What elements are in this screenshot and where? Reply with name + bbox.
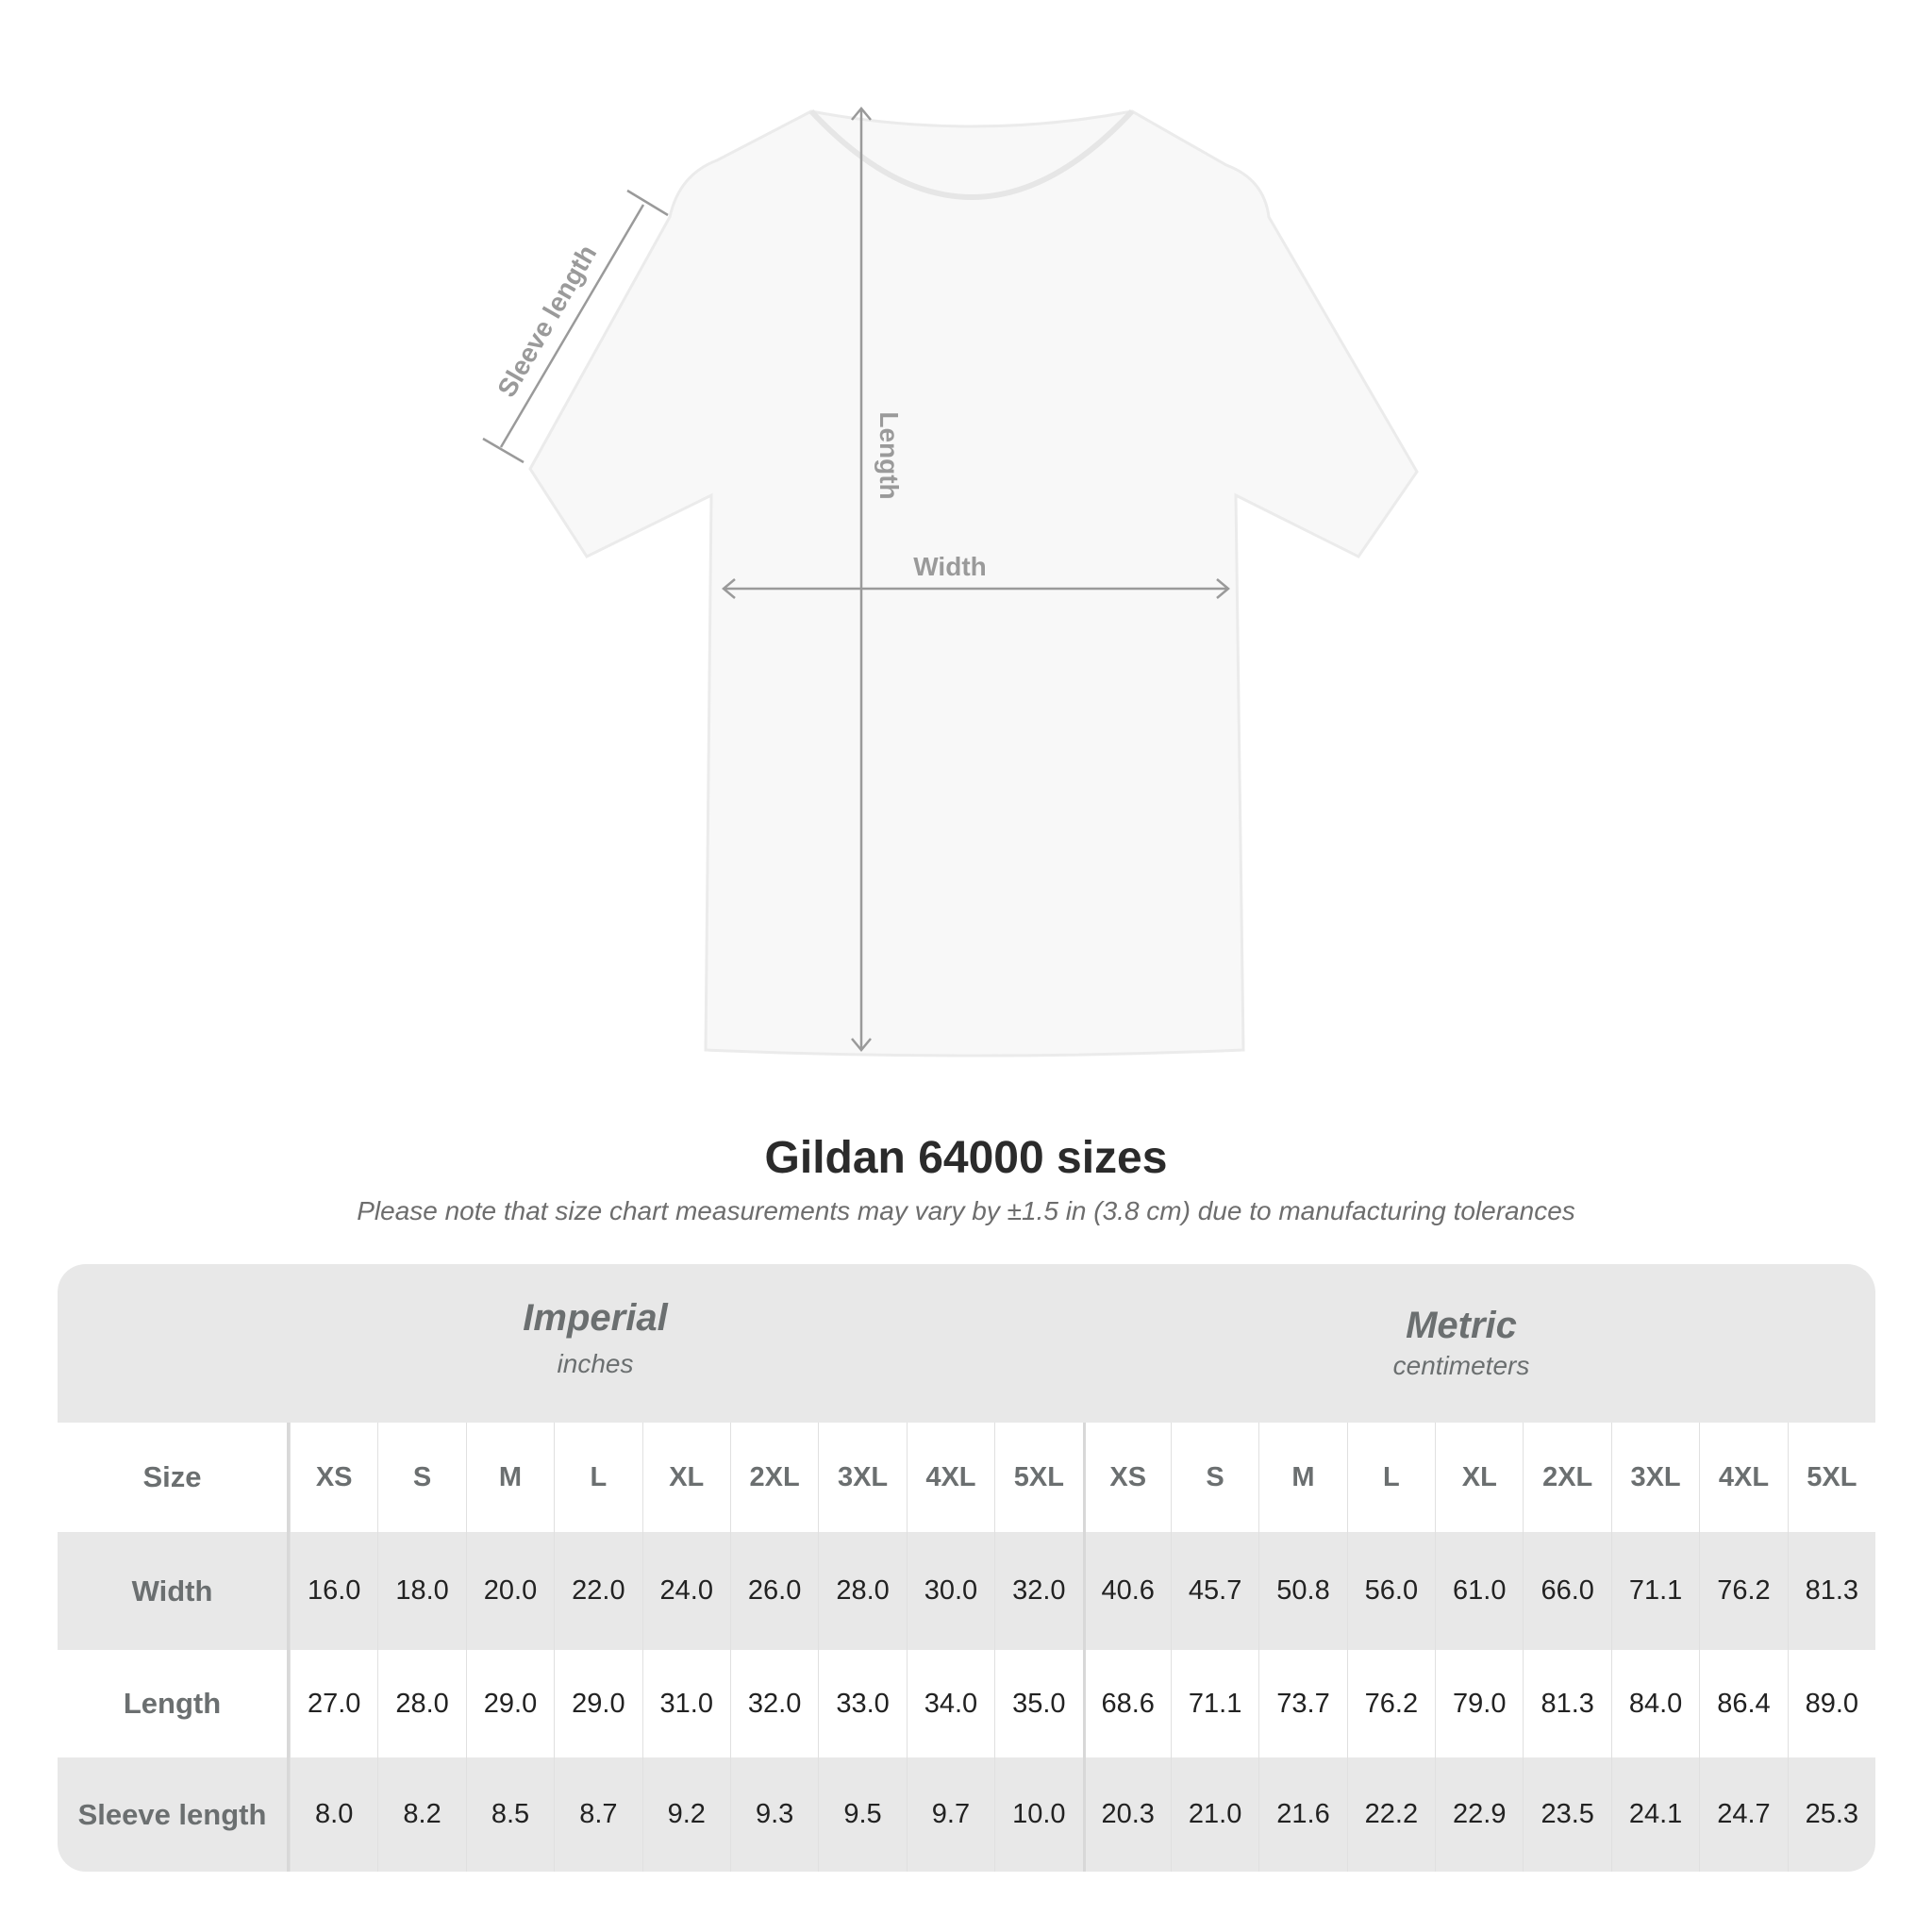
value-cell: 76.2 <box>1699 1532 1787 1650</box>
value-cell: 86.4 <box>1699 1650 1787 1757</box>
size-cell: XL <box>641 1423 730 1532</box>
size-cell: M <box>465 1423 554 1532</box>
value-cell: 28.0 <box>818 1532 906 1650</box>
size-cell: 3XL <box>1610 1423 1699 1532</box>
value-cell: 25.3 <box>1787 1757 1875 1872</box>
size-cell: 3XL <box>818 1423 906 1532</box>
value-cell: 89.0 <box>1787 1650 1875 1757</box>
value-cell: 40.6 <box>1082 1532 1171 1650</box>
metric-header: Metric centimeters <box>1357 1305 1565 1381</box>
size-cell: S <box>1170 1423 1258 1532</box>
tshirt-collar <box>808 108 1135 200</box>
value-cell: 28.0 <box>377 1650 465 1757</box>
imperial-title: Imperial <box>523 1297 668 1339</box>
size-cell: XL <box>1435 1423 1523 1532</box>
value-cell: 33.0 <box>818 1650 906 1757</box>
value-cell: 50.8 <box>1258 1532 1346 1650</box>
value-cell: 68.6 <box>1082 1650 1171 1757</box>
metric-title: Metric <box>1406 1305 1517 1346</box>
value-cell: 31.0 <box>641 1650 730 1757</box>
value-cell: 24.7 <box>1699 1757 1787 1872</box>
value-cell: 16.0 <box>290 1532 377 1650</box>
width-label: Width <box>913 552 987 581</box>
value-cell: 32.0 <box>729 1650 818 1757</box>
size-cell: 5XL <box>994 1423 1082 1532</box>
value-cell: 66.0 <box>1523 1532 1610 1650</box>
value-cell: 10.0 <box>994 1757 1082 1872</box>
value-cell: 32.0 <box>994 1532 1082 1650</box>
chart-title: Gildan 64000 sizes <box>764 1133 1168 1183</box>
value-cell: 9.3 <box>729 1757 818 1872</box>
value-cell: 56.0 <box>1346 1532 1435 1650</box>
value-cell: 29.0 <box>554 1650 641 1757</box>
value-cell: 71.1 <box>1170 1650 1258 1757</box>
value-cell: 71.1 <box>1610 1532 1699 1650</box>
value-cell: 27.0 <box>290 1650 377 1757</box>
size-cell: XS <box>290 1423 377 1532</box>
size-cell: 2XL <box>729 1423 818 1532</box>
value-cell: 9.7 <box>906 1757 994 1872</box>
value-cell: 21.6 <box>1258 1757 1346 1872</box>
imperial-header: Imperial inches <box>510 1297 680 1379</box>
table-row: Sleeve length 8.0 8.2 8.5 8.7 9.2 9.3 9.5 9.7 10.… <box>58 1757 1875 1872</box>
imperial-unit: inches <box>557 1349 634 1378</box>
value-cell: 30.0 <box>906 1532 994 1650</box>
tshirt-shape <box>528 109 1419 1058</box>
value-cell: 21.0 <box>1170 1757 1258 1872</box>
row-label: Width <box>58 1532 290 1650</box>
value-cell: 8.0 <box>290 1757 377 1872</box>
value-cell: 24.1 <box>1610 1757 1699 1872</box>
size-cell: S <box>377 1423 465 1532</box>
value-cell: 23.5 <box>1523 1757 1610 1872</box>
value-cell: 9.2 <box>641 1757 730 1872</box>
value-cell: 79.0 <box>1435 1650 1523 1757</box>
row-label: Length <box>58 1650 290 1757</box>
size-cell: 4XL <box>1699 1423 1787 1532</box>
value-cell: 20.3 <box>1082 1757 1171 1872</box>
value-cell: 8.7 <box>554 1757 641 1872</box>
value-cell: 26.0 <box>729 1532 818 1650</box>
value-cell: 61.0 <box>1435 1532 1523 1650</box>
sleeve-length-arrow <box>499 204 645 448</box>
value-cell: 45.7 <box>1170 1532 1258 1650</box>
value-cell: 35.0 <box>994 1650 1082 1757</box>
size-cell: 5XL <box>1787 1423 1875 1532</box>
value-cell: 29.0 <box>465 1650 554 1757</box>
size-cell: M <box>1258 1423 1346 1532</box>
value-cell: 81.3 <box>1523 1650 1610 1757</box>
value-cell: 81.3 <box>1787 1532 1875 1650</box>
size-table: Imperial inches Metric centimeters Size X… <box>58 1264 1875 1872</box>
value-cell: 8.2 <box>377 1757 465 1872</box>
size-header-row: Size XS S M L XL 2XL 3XL 4XL 5XL XS S M L XL 2XL 3XL 4XL 5… <box>58 1423 1875 1532</box>
size-cell: 4XL <box>906 1423 994 1532</box>
length-label: Length <box>874 411 904 499</box>
size-cell: L <box>554 1423 641 1532</box>
value-cell: 20.0 <box>465 1532 554 1650</box>
metric-unit: centimeters <box>1392 1351 1530 1380</box>
size-cell: XS <box>1082 1423 1171 1532</box>
size-cell: 2XL <box>1523 1423 1610 1532</box>
value-cell: 22.2 <box>1346 1757 1435 1872</box>
row-label: Size <box>58 1423 290 1532</box>
row-label: Sleeve length <box>58 1757 290 1872</box>
value-cell: 9.5 <box>818 1757 906 1872</box>
value-cell: 18.0 <box>377 1532 465 1650</box>
value-cell: 24.0 <box>641 1532 730 1650</box>
value-cell: 34.0 <box>906 1650 994 1757</box>
value-cell: 8.5 <box>465 1757 554 1872</box>
tshirt-diagram: Width Length Sleeve length <box>482 107 1419 1058</box>
size-cell: L <box>1346 1423 1435 1532</box>
table-row: Width 16.0 18.0 20.0 22.0 24.0 26.0 28.0 30.0 32.… <box>58 1532 1875 1650</box>
value-cell: 73.7 <box>1258 1650 1346 1757</box>
value-cell: 76.2 <box>1346 1650 1435 1757</box>
tolerance-note: Please note that size chart measurements… <box>357 1196 1575 1225</box>
table-row: Length 27.0 28.0 29.0 29.0 31.0 32.0 33.0 34.0 35… <box>58 1650 1875 1757</box>
value-cell: 22.0 <box>554 1532 641 1650</box>
value-cell: 22.9 <box>1435 1757 1523 1872</box>
value-cell: 84.0 <box>1610 1650 1699 1757</box>
